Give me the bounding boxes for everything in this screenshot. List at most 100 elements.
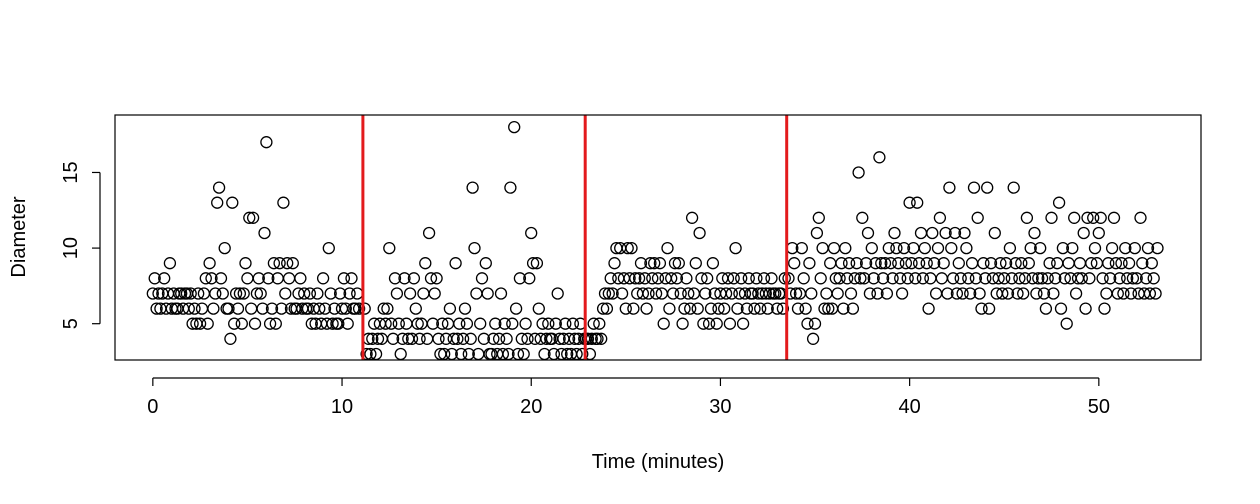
data-point-seg2 bbox=[559, 317, 572, 330]
data-point-seg2 bbox=[413, 332, 426, 345]
data-point-seg4 bbox=[1066, 241, 1079, 255]
data-point-seg3 bbox=[598, 287, 612, 300]
data-point-seg4 bbox=[967, 181, 981, 194]
data-point-seg4 bbox=[1005, 272, 1018, 285]
data-point-seg3 bbox=[646, 272, 659, 285]
data-point-seg4 bbox=[878, 257, 892, 270]
data-point-seg1 bbox=[254, 287, 267, 300]
data-point-seg3 bbox=[581, 332, 595, 345]
data-point-seg3 bbox=[771, 302, 784, 315]
data-point-seg4 bbox=[922, 302, 935, 315]
data-point-seg4 bbox=[842, 257, 856, 270]
data-point-seg3 bbox=[634, 257, 648, 270]
data-point-seg4 bbox=[788, 257, 801, 270]
data-point-seg1 bbox=[281, 257, 294, 270]
data-point-seg4 bbox=[1034, 241, 1047, 255]
data-point-seg4 bbox=[998, 272, 1011, 285]
data-point-seg4 bbox=[1001, 287, 1015, 300]
data-point-seg1 bbox=[252, 272, 265, 285]
data-point-seg3 bbox=[721, 272, 735, 285]
data-point-seg1 bbox=[324, 287, 337, 300]
data-point-seg3 bbox=[742, 272, 755, 285]
data-point-seg2 bbox=[436, 317, 449, 330]
data-point-seg2 bbox=[525, 226, 538, 240]
data-point-seg2 bbox=[447, 332, 460, 345]
data-point-seg2 bbox=[470, 287, 483, 300]
data-point-seg2 bbox=[426, 317, 440, 330]
data-point-seg4 bbox=[1009, 257, 1022, 270]
data-point-seg2 bbox=[396, 332, 409, 345]
data-point-seg4 bbox=[1117, 287, 1130, 300]
data-point-seg4 bbox=[1018, 272, 1032, 285]
data-point-seg4 bbox=[841, 272, 854, 285]
data-point-seg4 bbox=[808, 317, 822, 330]
data-point-seg2 bbox=[508, 120, 521, 134]
data-point-seg3 bbox=[757, 272, 771, 285]
data-point-seg3 bbox=[676, 317, 689, 330]
data-point-seg3 bbox=[657, 317, 670, 330]
data-point-seg2 bbox=[394, 347, 407, 361]
data-point-seg4 bbox=[1139, 272, 1153, 285]
data-point-seg4 bbox=[837, 302, 850, 315]
data-point-seg4 bbox=[918, 241, 931, 255]
data-point-seg4 bbox=[1105, 241, 1119, 255]
data-point-seg4 bbox=[1085, 257, 1098, 270]
data-point-seg2 bbox=[513, 272, 527, 285]
data-point-seg4 bbox=[1087, 211, 1100, 224]
data-point-seg3 bbox=[595, 332, 608, 345]
data-point-seg1 bbox=[195, 302, 209, 315]
data-point-seg1 bbox=[248, 317, 262, 330]
data-point-seg2 bbox=[379, 317, 392, 330]
data-point-seg3 bbox=[710, 317, 723, 330]
data-point-seg4 bbox=[973, 287, 986, 300]
data-point-seg3 bbox=[731, 302, 744, 315]
data-point-seg4 bbox=[1107, 211, 1121, 224]
data-point-seg1 bbox=[256, 302, 269, 315]
data-point-seg2 bbox=[424, 272, 438, 285]
data-point-seg4 bbox=[971, 211, 984, 224]
data-point-seg4 bbox=[1037, 287, 1051, 300]
data-point-seg4 bbox=[1011, 287, 1024, 300]
data-point-seg3 bbox=[663, 302, 676, 315]
data-point-seg3 bbox=[640, 302, 653, 315]
data-point-seg4 bbox=[943, 181, 956, 194]
data-point-seg2 bbox=[432, 332, 445, 345]
data-point-seg1 bbox=[322, 241, 335, 255]
data-point-seg4 bbox=[1111, 287, 1124, 300]
data-point-seg4 bbox=[859, 257, 873, 270]
data-point-seg1 bbox=[226, 196, 239, 209]
data-point-seg3 bbox=[765, 272, 778, 285]
data-point-seg3 bbox=[682, 287, 695, 300]
data-point-seg1 bbox=[146, 287, 159, 300]
data-point-seg1 bbox=[246, 211, 260, 224]
data-point-seg4 bbox=[958, 226, 971, 240]
data-point-seg2 bbox=[553, 332, 566, 345]
data-point-seg3 bbox=[632, 272, 646, 285]
data-point-seg4 bbox=[801, 317, 814, 330]
data-point-seg4 bbox=[1056, 241, 1070, 255]
data-point-seg4 bbox=[1134, 211, 1147, 224]
data-point-seg4 bbox=[999, 257, 1013, 270]
data-point-seg1 bbox=[337, 272, 351, 285]
data-point-seg4 bbox=[909, 272, 922, 285]
data-point-seg4 bbox=[782, 272, 795, 285]
data-point-seg4 bbox=[1054, 302, 1068, 315]
data-point-seg3 bbox=[668, 257, 682, 270]
data-point-seg2 bbox=[366, 332, 379, 345]
data-point-seg4 bbox=[899, 257, 913, 270]
data-point-seg3 bbox=[725, 287, 738, 300]
data-point-seg4 bbox=[789, 287, 803, 300]
data-point-seg4 bbox=[1028, 226, 1041, 240]
data-point-seg2 bbox=[475, 272, 489, 285]
data-point-seg4 bbox=[911, 196, 924, 209]
data-point-seg3 bbox=[648, 257, 661, 270]
data-point-seg4 bbox=[1092, 226, 1105, 240]
data-point-seg4 bbox=[1122, 257, 1136, 270]
data-point-seg3 bbox=[723, 317, 737, 330]
data-point-seg4 bbox=[937, 257, 950, 270]
data-point-seg4 bbox=[1121, 272, 1134, 285]
data-point-seg2 bbox=[521, 332, 534, 345]
data-point-seg3 bbox=[591, 332, 604, 345]
data-point-seg4 bbox=[984, 257, 998, 270]
